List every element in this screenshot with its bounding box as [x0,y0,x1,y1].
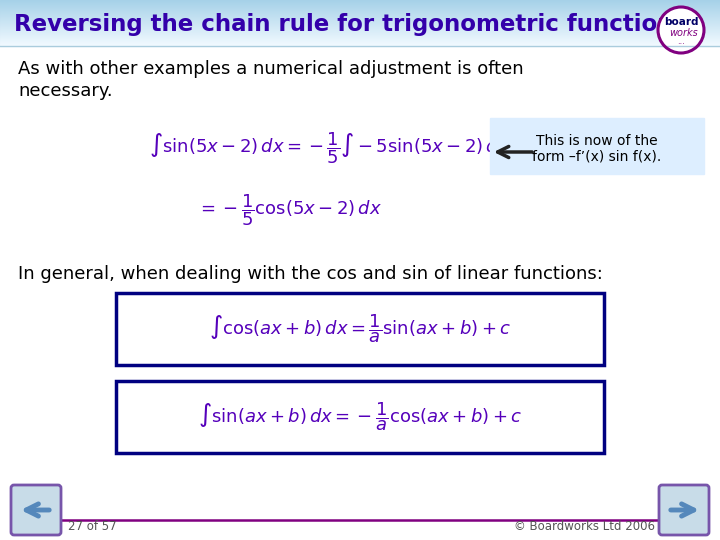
Bar [0,36,720,37]
FancyBboxPatch shape [11,485,61,535]
Text: board: board [664,17,698,27]
Text: $= -\dfrac{1}{5}\cos(5x-2)\,dx$: $= -\dfrac{1}{5}\cos(5x-2)\,dx$ [197,192,382,228]
Bar [0,45,720,46]
Bar [0,25,720,26]
Bar [0,7,720,8]
Bar [0,0,720,1]
Text: Reversing the chain rule for trigonometric functions: Reversing the chain rule for trigonometr… [14,12,687,36]
Bar [0,22,720,23]
Bar [0,2,720,3]
FancyBboxPatch shape [116,293,604,365]
FancyBboxPatch shape [659,485,709,535]
Bar [0,11,720,12]
Text: As with other examples a numerical adjustment is often: As with other examples a numerical adjus… [18,60,523,78]
Bar [0,5,720,6]
Bar [0,24,720,25]
Bar [0,30,720,31]
Bar [0,40,720,41]
Text: $\int \sin(ax+b)\,dx = -\dfrac{1}{a}\cos(ax+b)+c$: $\int \sin(ax+b)\,dx = -\dfrac{1}{a}\cos… [198,401,522,433]
Bar [0,28,720,29]
Bar [0,18,720,19]
Bar [0,44,720,45]
Bar [0,43,720,44]
Text: This is now of the: This is now of the [536,134,658,148]
Bar [0,39,720,40]
Text: ...: ... [677,37,685,46]
Bar [0,17,720,18]
Bar [0,3,720,4]
Text: © Boardworks Ltd 2006: © Boardworks Ltd 2006 [514,521,655,534]
Bar [0,27,720,28]
Bar [0,26,720,27]
Bar [0,15,720,16]
Bar [0,38,720,39]
Bar [0,41,720,42]
Bar [0,32,720,33]
Bar [0,21,720,22]
Bar [0,1,720,2]
FancyBboxPatch shape [490,118,704,174]
Text: form –f’(x) sin f(x).: form –f’(x) sin f(x). [532,150,662,164]
Text: 27 of 57: 27 of 57 [68,521,117,534]
FancyBboxPatch shape [116,381,604,453]
Bar [0,34,720,35]
Bar [0,29,720,30]
Text: works: works [670,28,698,38]
Bar [0,33,720,34]
Bar [0,37,720,38]
Text: In general, when dealing with the cos and sin of linear functions:: In general, when dealing with the cos an… [18,265,603,283]
Bar [0,12,720,13]
Bar [0,42,720,43]
Text: $\int \cos(ax+b)\,dx = \dfrac{1}{a}\sin(ax+b)+c$: $\int \cos(ax+b)\,dx = \dfrac{1}{a}\sin(… [209,313,511,345]
Bar [0,4,720,5]
Bar [0,9,720,10]
Circle shape [658,7,704,53]
Bar [0,16,720,17]
Bar [0,14,720,15]
Bar [0,19,720,20]
Text: $\int \sin(5x-2)\,dx = -\dfrac{1}{5}\int -5\sin(5x-2)\,dx$: $\int \sin(5x-2)\,dx = -\dfrac{1}{5}\int… [150,130,510,166]
Bar [0,8,720,9]
Bar [0,31,720,32]
Bar [0,20,720,21]
Bar [0,23,720,24]
Bar [0,10,720,11]
Bar [0,13,720,14]
Text: necessary.: necessary. [18,82,112,100]
Bar [0,35,720,36]
Bar [0,6,720,7]
